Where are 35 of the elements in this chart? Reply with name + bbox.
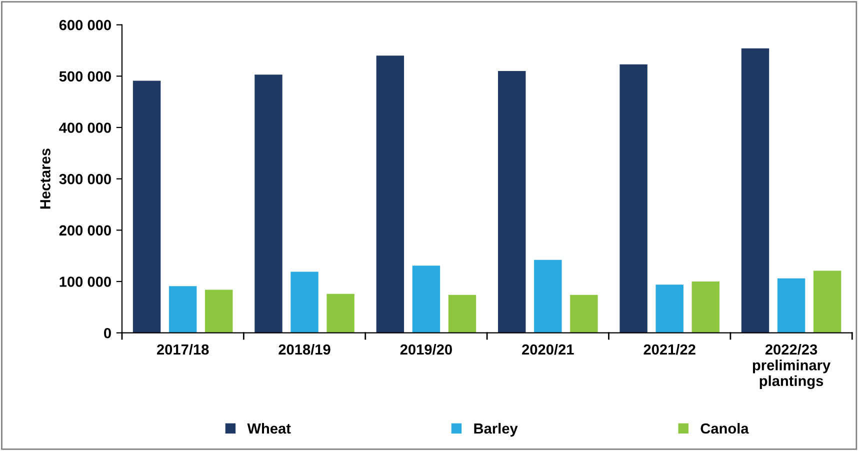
bar: [813, 270, 842, 333]
bar: [290, 272, 318, 333]
bar: [254, 74, 282, 333]
y-tick-label: 100 000: [60, 276, 111, 287]
bar: [205, 290, 233, 333]
bar: [412, 266, 440, 333]
x-tick-label: 2021/22: [644, 344, 696, 355]
y-tick-label: 600 000: [59, 20, 111, 30]
y-tick-label: 400 000: [59, 122, 111, 133]
x-tick-label: 2022/23 preliminary plantings: [752, 344, 831, 390]
x-tick-label: 2018/19: [278, 344, 330, 355]
legend-label: Barley: [474, 422, 518, 437]
legend-label: Canola: [700, 422, 749, 434]
bar: [448, 294, 476, 333]
bar: [326, 294, 354, 333]
x-tick-label: 2017/18: [156, 344, 209, 355]
y-tick-label: 200 000: [59, 225, 111, 236]
y-axis-title: Hectares: [40, 148, 50, 209]
bar: [692, 282, 720, 333]
y-tick-label: 500 000: [59, 71, 111, 82]
bar: [741, 48, 770, 333]
y-tick-label: 0: [104, 328, 111, 338]
y-tick-label: 300 000: [59, 174, 111, 184]
bar: [132, 80, 161, 333]
legend-label: Wheat: [247, 422, 291, 434]
bar: [498, 71, 526, 333]
bar: [376, 56, 404, 333]
x-tick-label: 2019/20: [400, 344, 452, 355]
bar: [168, 286, 197, 333]
bar: [620, 64, 648, 333]
x-tick-label: 2020/21: [522, 344, 574, 355]
bar: [777, 278, 806, 333]
bar: [570, 294, 598, 333]
bar: [656, 284, 684, 333]
bar: [534, 260, 562, 333]
